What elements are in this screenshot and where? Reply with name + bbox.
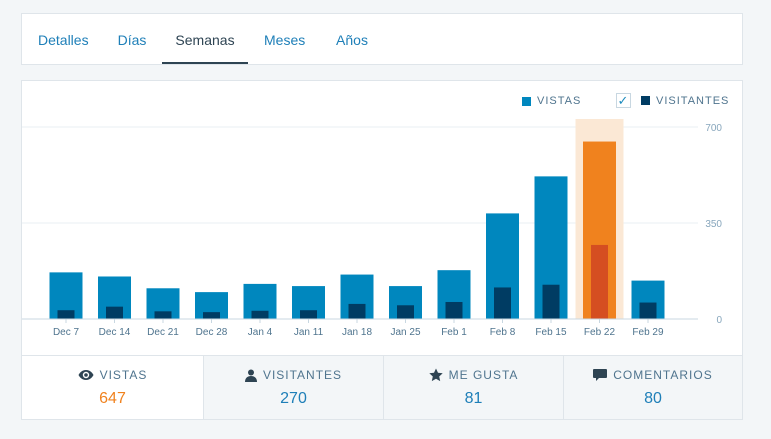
x-tick-label: Jan 11 [294, 327, 324, 338]
stat-tab-views[interactable]: VISTAS 647 [22, 356, 203, 419]
bar-visitors [348, 303, 366, 319]
x-tick-label: Feb 22 [584, 327, 616, 338]
star-icon [428, 368, 443, 382]
legend-visitors-swatch [641, 96, 650, 105]
tab-dias[interactable]: Días [117, 32, 147, 48]
stat-tab-visitors[interactable]: VISITANTES 270 [203, 356, 383, 419]
person-icon [244, 369, 257, 382]
visitors-checkbox[interactable]: ✓ [616, 93, 631, 108]
tab-anos[interactable]: Años [336, 32, 368, 48]
stat-views-label-row: VISTAS [22, 368, 203, 382]
stats-tabs: VISTAS 647 VISITANTES 270 ME GUSTA 81 [22, 355, 742, 419]
x-tick-label: Jan 25 [390, 327, 420, 338]
stat-views-value: 647 [99, 390, 126, 407]
bar-visitors [300, 310, 317, 319]
legend-views-swatch [522, 96, 531, 106]
stat-tab-likes[interactable]: ME GUSTA 81 [383, 356, 563, 419]
stat-visitors-label-row: VISITANTES [204, 368, 383, 382]
bar-visitors [251, 310, 269, 319]
stat-views-label: VISTAS [99, 368, 148, 382]
stat-likes-value: 81 [464, 390, 483, 407]
x-tick-label: Dec 28 [196, 327, 228, 338]
legend-views: VISTAS [522, 95, 581, 107]
stat-tab-comments[interactable]: COMENTARIOS 80 [563, 356, 742, 419]
bar-visitors [445, 301, 463, 319]
y-tick-label: 0 [716, 315, 722, 326]
stat-visitors-value: 270 [280, 390, 307, 407]
x-tick-label: Dec 7 [53, 327, 80, 338]
period-tabs: Detalles Días Semanas Meses Años [21, 13, 743, 65]
stat-comments-label-row: COMENTARIOS [564, 368, 742, 382]
stat-comments-value: 80 [644, 390, 662, 407]
bar-visitors [639, 302, 657, 319]
bar-chart: 700 350 0 Dec 7 Dec 14 Dec 21 Dec 28 Jan 4 Jan 1… [22, 119, 722, 338]
stat-visitors-label: VISITANTES [262, 368, 343, 382]
stat-likes-label: ME GUSTA [448, 368, 519, 382]
x-tick-label: Feb 1 [441, 327, 467, 338]
eye-icon [78, 370, 94, 380]
x-tick-label: Jan 4 [248, 327, 273, 338]
legend-visitors[interactable]: ✓ VISITANTES [616, 93, 729, 108]
bar-visitors [57, 310, 75, 319]
stat-likes-label-row: ME GUSTA [384, 368, 563, 382]
x-tick-label: Feb 29 [632, 327, 664, 338]
legend-visitors-label: VISITANTES [656, 94, 730, 107]
tab-detalles[interactable]: Detalles [38, 32, 89, 48]
bar-visitors [154, 311, 172, 319]
x-tick-label: Feb 8 [490, 327, 516, 338]
x-tick-label: Dec 21 [147, 327, 179, 338]
x-tick-label: Dec 14 [99, 327, 131, 338]
y-tick-label: 350 [705, 219, 722, 230]
bar-visitors [591, 244, 608, 319]
x-tick-label: Feb 15 [535, 327, 567, 338]
bar-visitors [397, 305, 414, 319]
tab-meses[interactable]: Meses [264, 32, 306, 48]
y-tick-label: 700 [705, 123, 722, 134]
comment-icon [593, 368, 608, 381]
stat-comments-label: COMENTARIOS [613, 368, 713, 382]
bar-visitors [203, 312, 220, 319]
x-tick-label: Jan 18 [342, 327, 372, 338]
bar-visitors [106, 306, 123, 319]
bar-visitors [542, 284, 560, 319]
legend-views-label: VISTAS [537, 95, 582, 107]
stats-chart-card: VISTAS ✓ VISITANTES 700 350 0 Dec 7 Dec 14 De… [21, 80, 743, 420]
tab-semanas[interactable]: Semanas [162, 14, 248, 64]
bar-visitors [494, 287, 511, 319]
